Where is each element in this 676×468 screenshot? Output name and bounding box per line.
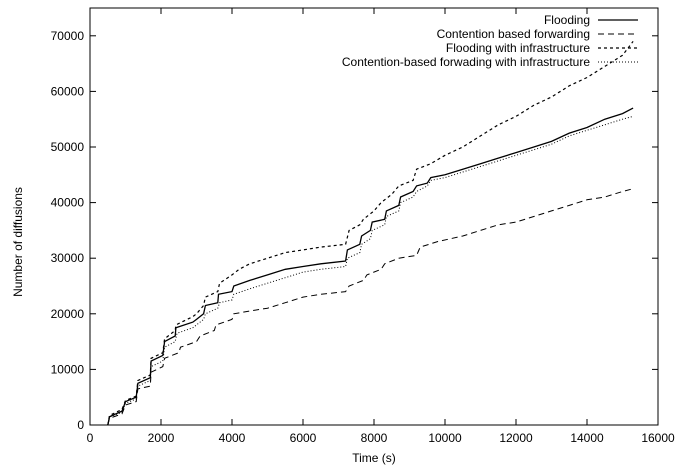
legend-label-1: Flooding	[544, 13, 590, 27]
y-tick-label: 30000	[51, 251, 85, 265]
series-line-2	[107, 188, 634, 426]
y-tick-label: 0	[77, 418, 84, 432]
y-axis-title: Number of diffusions	[11, 187, 25, 297]
plot-frame-layer	[89, 7, 659, 426]
x-axis-title: Time (s)	[352, 451, 396, 465]
legend-label-3: Flooding with infrastructure	[446, 41, 590, 55]
legend-label-2: Contention based forwarding	[437, 27, 590, 41]
y-tick-label: 10000	[51, 362, 85, 376]
y-tick-label: 20000	[51, 307, 85, 321]
series-lines	[107, 41, 634, 426]
series-line-4	[107, 115, 634, 426]
y-tick-label: 60000	[51, 84, 85, 98]
series-line-3	[107, 41, 634, 426]
x-tick-label: 6000	[290, 431, 317, 445]
x-tick-label: 12000	[499, 431, 533, 445]
y-tick-label: 50000	[51, 140, 85, 154]
series-line-1	[107, 107, 634, 426]
x-tick-label: 2000	[148, 431, 175, 445]
y-tick-label: 40000	[51, 196, 85, 210]
plot-frame	[89, 7, 659, 426]
x-tick-label: 8000	[361, 431, 388, 445]
y-tick-label: 70000	[51, 29, 85, 43]
x-tick-label: 10000	[428, 431, 462, 445]
x-tick-label: 14000	[570, 431, 604, 445]
x-tick-label: 4000	[219, 431, 246, 445]
x-tick-label: 0	[87, 431, 94, 445]
legend-label-4: Contention-based forwading with infrastr…	[342, 55, 590, 69]
x-tick-label: 16000	[641, 431, 675, 445]
axis-ticks: 0 2000 4000 6000 8000 10000 12000 14000 16000 0 10…	[51, 8, 675, 445]
